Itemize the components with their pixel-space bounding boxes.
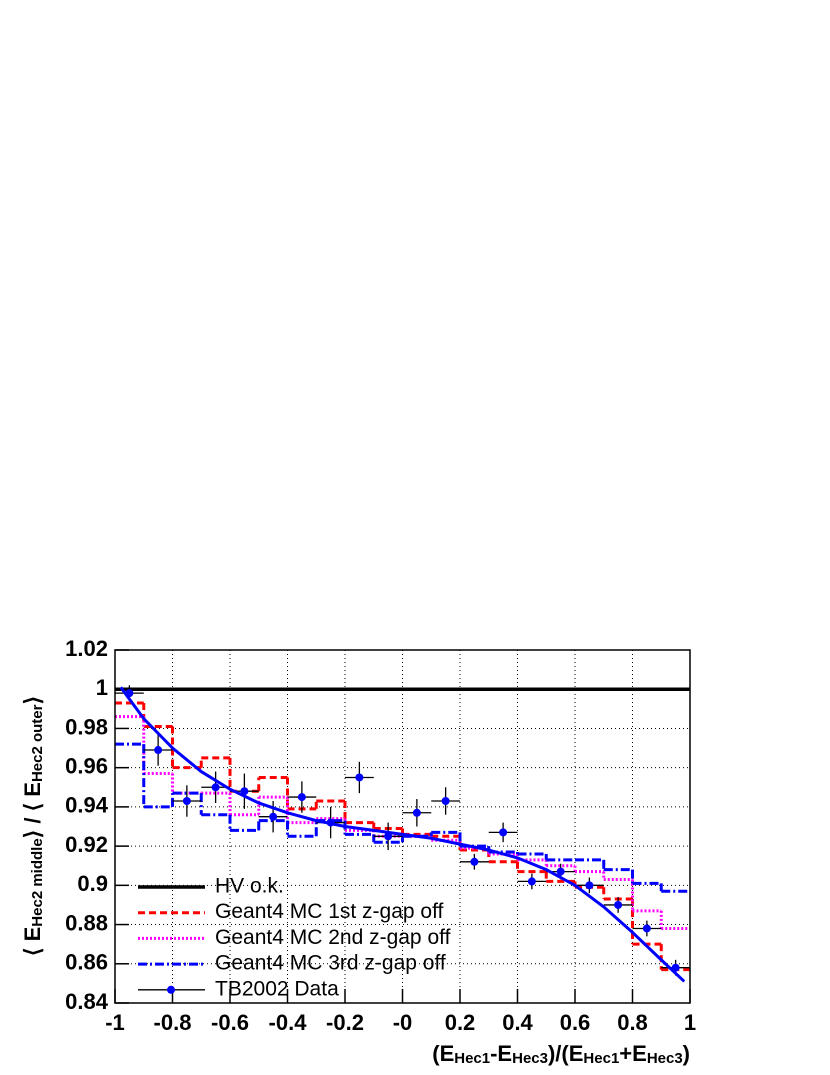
y-tick-label: 1 <box>96 675 108 700</box>
data-point <box>269 812 278 821</box>
label-part: ⟩ / ⟨ E <box>20 782 45 838</box>
x-tick-label: 0.8 <box>617 1010 648 1035</box>
legend-label: TB2002 Data <box>215 977 339 1000</box>
y-tick-label: 1.02 <box>65 636 108 661</box>
y-tick-label: 0.84 <box>65 989 109 1014</box>
y-tick-label: 0.9 <box>77 871 108 896</box>
x-tick-label: -0 <box>393 1010 413 1035</box>
subscript: Hec1 <box>583 1050 619 1067</box>
data-point <box>297 793 306 802</box>
label-part: (E <box>432 1041 454 1066</box>
x-tick-label: 0.4 <box>502 1010 533 1035</box>
data-point <box>499 828 508 837</box>
subscript: Hec2 outer <box>29 704 46 782</box>
x-tick-label: 1 <box>684 1010 696 1035</box>
y-tick-label: 0.86 <box>65 950 108 975</box>
legend-sample <box>167 985 175 994</box>
data-point <box>355 773 364 782</box>
x-axis-title: (EHec1-EHec3)/(EHec1+EHec3) <box>432 1041 690 1068</box>
label-part: ) <box>683 1041 690 1066</box>
legend-label: Geant4 MC 3rd z-gap off <box>215 952 446 975</box>
legend-label: Geant4 MC 1st z-gap off <box>215 900 444 923</box>
data-point <box>585 881 594 890</box>
subscript: Hec1 <box>454 1050 490 1067</box>
label-part: +E <box>619 1041 647 1066</box>
subscript: Hec3 <box>647 1050 683 1067</box>
label-part: ⟩ <box>20 696 45 705</box>
data-point <box>527 877 536 886</box>
x-tick-label: -0.2 <box>326 1010 364 1035</box>
label-part: ⟨ E <box>20 927 45 956</box>
y-tick-label: 0.96 <box>65 753 108 778</box>
plot-frame <box>114 649 691 1004</box>
data-point <box>470 857 479 866</box>
x-tick-label: -0.6 <box>211 1010 249 1035</box>
y-axis-title: ⟨ EHec2 middle⟩ / ⟨ EHec2 outer⟩ <box>20 696 47 956</box>
data-point <box>441 797 450 806</box>
fit-curve <box>119 686 686 983</box>
data-point <box>182 797 191 806</box>
legend-label: HV o.k. <box>215 875 284 898</box>
data-point <box>384 832 393 841</box>
data-point <box>614 900 623 909</box>
data-point <box>412 808 421 817</box>
y-tick-label: 0.98 <box>65 714 108 739</box>
x-tick-label: -0.4 <box>269 1010 308 1035</box>
subscript: Hec2 middle <box>29 838 46 926</box>
y-tick-label: 0.94 <box>65 793 109 818</box>
data-point <box>211 783 220 792</box>
x-tick-label: -1 <box>105 1010 125 1035</box>
y-tick-label: 0.92 <box>65 832 108 857</box>
x-tick-label: 0.2 <box>445 1010 476 1035</box>
label-part: )/(E <box>548 1041 583 1066</box>
data-point <box>642 924 651 933</box>
x-tick-label: 0.6 <box>560 1010 591 1035</box>
legend-label: Geant4 MC 2nd z-gap off <box>215 926 451 949</box>
data-point <box>240 787 249 796</box>
subscript: Hec3 <box>512 1050 548 1067</box>
data-point <box>154 746 163 755</box>
data-point <box>556 867 565 876</box>
y-tick-label: 0.88 <box>65 910 108 935</box>
x-tick-label: -0.8 <box>154 1010 192 1035</box>
label-part: -E <box>490 1041 512 1066</box>
